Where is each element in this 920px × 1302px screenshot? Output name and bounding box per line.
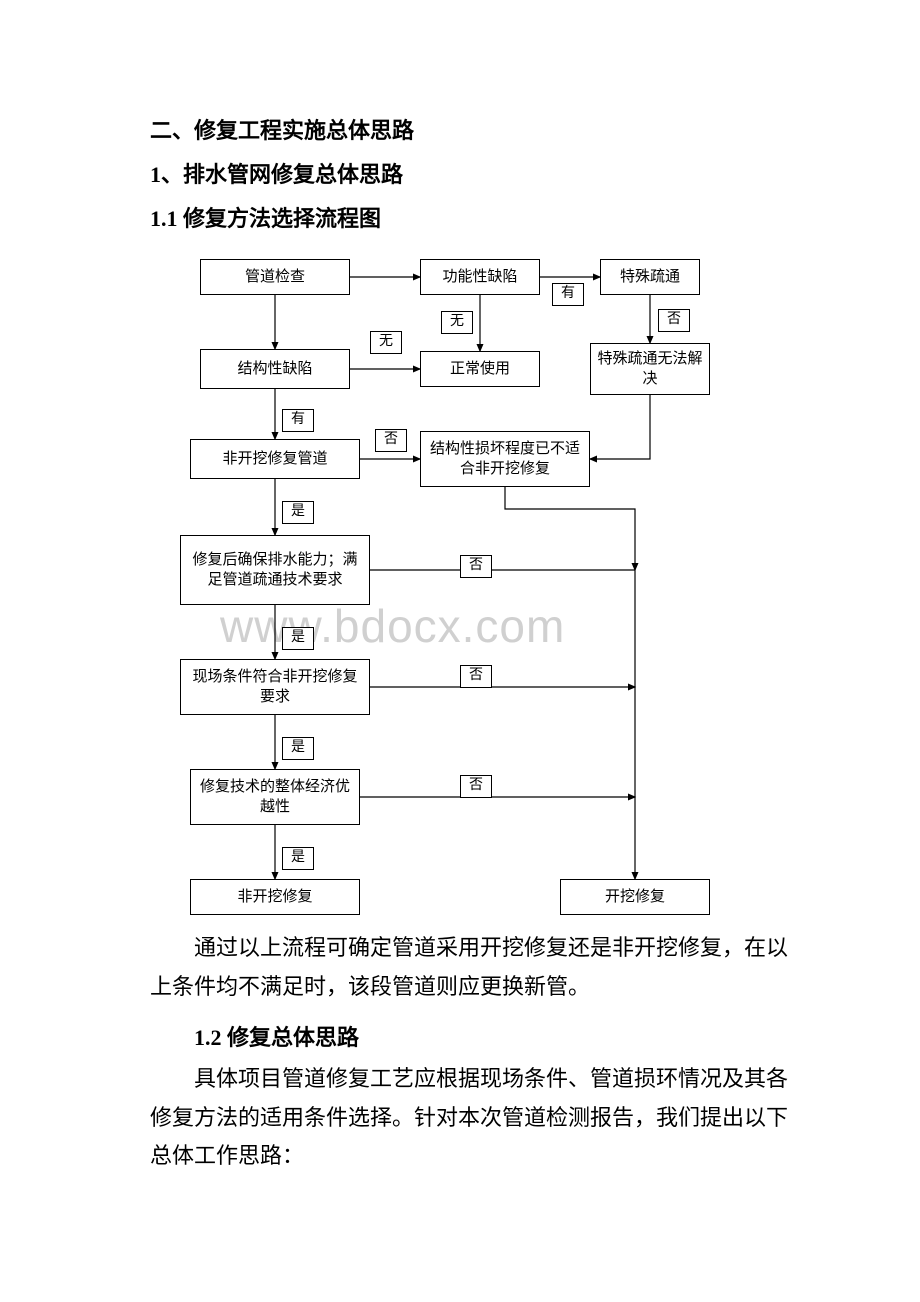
flowchart-node-n_inspect: 管道检查 — [200, 259, 350, 295]
section-heading-1-2: 1.2 修复总体思路 — [150, 1020, 790, 1052]
flowchart-edge-label: 是 — [282, 627, 314, 650]
flowchart-node-n_sitecond: 现场条件符合非开挖修复要求 — [180, 659, 370, 715]
flowchart-node-n_special: 特殊疏通 — [600, 259, 700, 295]
flowchart-node-n_result_t: 非开挖修复 — [190, 879, 360, 915]
flowchart-repair-method-selection: www.bdocx.com 管道检查功能性缺陷特殊疏通结构性缺陷正常使用特殊疏通… — [160, 259, 720, 919]
flowchart-edge-label: 有 — [282, 409, 314, 432]
flowchart-edge-label: 否 — [460, 555, 492, 578]
flowchart-node-n_funcdef: 功能性缺陷 — [420, 259, 540, 295]
section-heading-1: 1、排水管网修复总体思路 — [150, 154, 790, 196]
flowchart-node-n_result_o: 开挖修复 — [560, 879, 710, 915]
flowchart-node-n_normal: 正常使用 — [420, 351, 540, 387]
paragraph-overall-approach: 具体项目管道修复工艺应根据现场条件、管道损环情况及其各修复方法的适用条件选择。针… — [150, 1060, 790, 1176]
flowchart-edge-label: 否 — [658, 309, 690, 332]
section-heading-2: 二、修复工程实施总体思路 — [150, 110, 790, 152]
flowchart-edge-label: 无 — [441, 311, 473, 334]
flowchart-edge-label: 否 — [460, 775, 492, 798]
flowchart-edge-label: 否 — [460, 665, 492, 688]
flowchart-node-n_econ: 修复技术的整体经济优越性 — [190, 769, 360, 825]
flowchart-node-n_struct: 结构性缺陷 — [200, 349, 350, 389]
flowchart-node-n_cantfix: 特殊疏通无法解决 — [590, 343, 710, 395]
flowchart-edge-label: 是 — [282, 501, 314, 524]
flowchart-edge-label: 有 — [552, 283, 584, 306]
flowchart-edge-label: 是 — [282, 847, 314, 870]
flowchart-node-n_capacity: 修复后确保排水能力；满足管道疏通技术要求 — [180, 535, 370, 605]
section-heading-1-1: 1.1 修复方法选择流程图 — [150, 198, 790, 240]
flowchart-node-n_trenchless: 非开挖修复管道 — [190, 439, 360, 479]
flowchart-edge-label: 无 — [370, 331, 402, 354]
flowchart-edge-label: 是 — [282, 737, 314, 760]
flowchart-edge-label: 否 — [375, 429, 407, 452]
flowchart-node-n_severe: 结构性损坏程度已不适合非开挖修复 — [420, 431, 590, 487]
paragraph-flow-conclusion: 通过以上流程可确定管道采用开挖修复还是非开挖修复，在以上条件均不满足时，该段管道… — [150, 929, 790, 1006]
